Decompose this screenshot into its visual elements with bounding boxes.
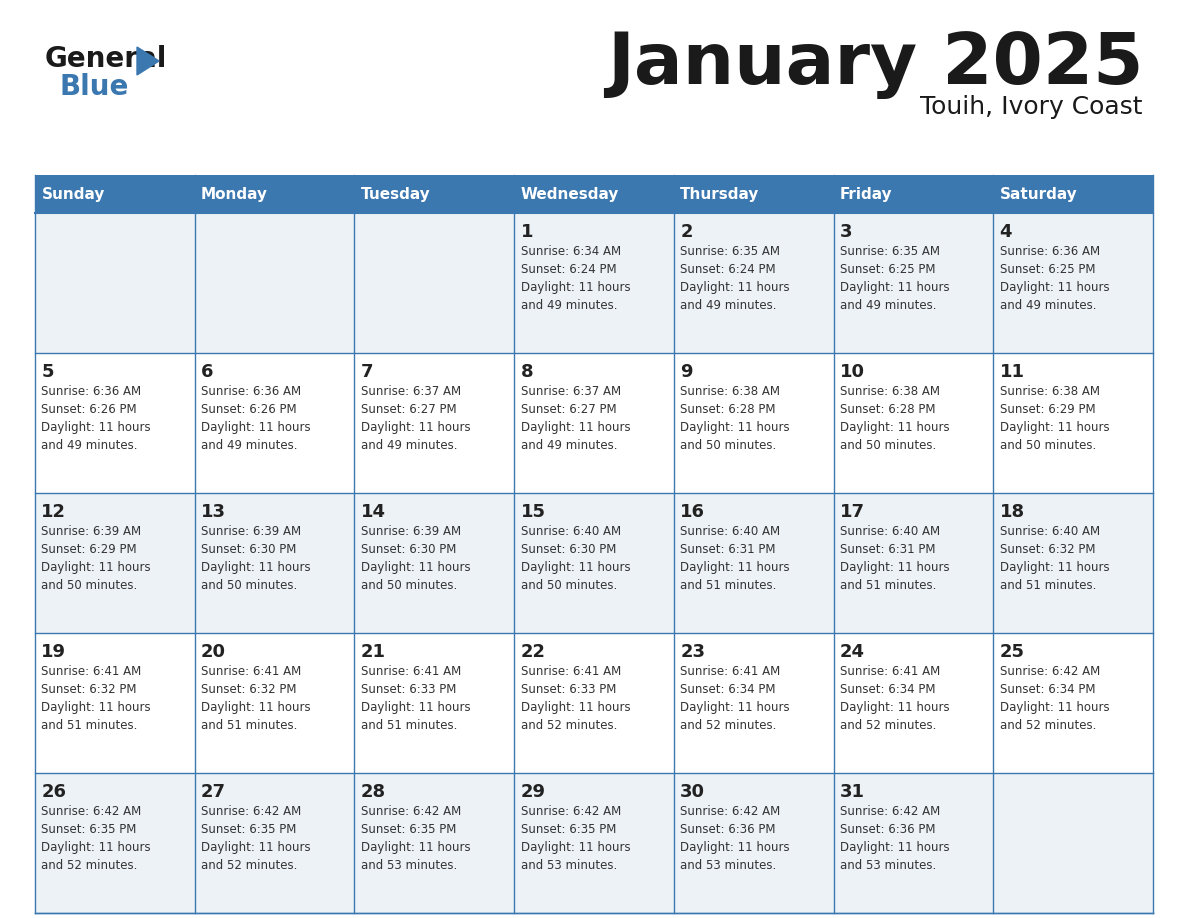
- Text: Sunrise: 6:41 AM
Sunset: 6:34 PM
Daylight: 11 hours
and 52 minutes.: Sunrise: 6:41 AM Sunset: 6:34 PM Dayligh…: [681, 665, 790, 732]
- Text: Sunrise: 6:38 AM
Sunset: 6:28 PM
Daylight: 11 hours
and 50 minutes.: Sunrise: 6:38 AM Sunset: 6:28 PM Dayligh…: [681, 385, 790, 452]
- Text: Sunrise: 6:41 AM
Sunset: 6:32 PM
Daylight: 11 hours
and 51 minutes.: Sunrise: 6:41 AM Sunset: 6:32 PM Dayligh…: [42, 665, 151, 732]
- Text: Sunrise: 6:42 AM
Sunset: 6:34 PM
Daylight: 11 hours
and 52 minutes.: Sunrise: 6:42 AM Sunset: 6:34 PM Dayligh…: [999, 665, 1110, 732]
- Text: 12: 12: [42, 503, 67, 521]
- Text: January 2025: January 2025: [607, 30, 1143, 99]
- Bar: [34, 493, 1154, 633]
- Text: Sunrise: 6:42 AM
Sunset: 6:35 PM
Daylight: 11 hours
and 52 minutes.: Sunrise: 6:42 AM Sunset: 6:35 PM Dayligh…: [42, 805, 151, 872]
- Text: 11: 11: [999, 363, 1025, 381]
- Text: Sunrise: 6:39 AM
Sunset: 6:29 PM
Daylight: 11 hours
and 50 minutes.: Sunrise: 6:39 AM Sunset: 6:29 PM Dayligh…: [42, 525, 151, 592]
- Text: Sunrise: 6:36 AM
Sunset: 6:26 PM
Daylight: 11 hours
and 49 minutes.: Sunrise: 6:36 AM Sunset: 6:26 PM Dayligh…: [42, 385, 151, 452]
- Text: 19: 19: [42, 643, 67, 661]
- Text: Sunrise: 6:41 AM
Sunset: 6:33 PM
Daylight: 11 hours
and 52 minutes.: Sunrise: 6:41 AM Sunset: 6:33 PM Dayligh…: [520, 665, 630, 732]
- Text: Sunrise: 6:40 AM
Sunset: 6:31 PM
Daylight: 11 hours
and 51 minutes.: Sunrise: 6:40 AM Sunset: 6:31 PM Dayligh…: [840, 525, 949, 592]
- Text: Monday: Monday: [201, 186, 268, 201]
- Text: 27: 27: [201, 783, 226, 801]
- Text: Blue: Blue: [61, 73, 129, 101]
- Text: 18: 18: [999, 503, 1025, 521]
- Polygon shape: [137, 47, 159, 75]
- Text: Sunrise: 6:37 AM
Sunset: 6:27 PM
Daylight: 11 hours
and 49 minutes.: Sunrise: 6:37 AM Sunset: 6:27 PM Dayligh…: [520, 385, 630, 452]
- Text: General: General: [45, 45, 168, 73]
- Text: Sunrise: 6:34 AM
Sunset: 6:24 PM
Daylight: 11 hours
and 49 minutes.: Sunrise: 6:34 AM Sunset: 6:24 PM Dayligh…: [520, 245, 630, 312]
- Text: 17: 17: [840, 503, 865, 521]
- Text: 4: 4: [999, 223, 1012, 241]
- Text: Sunrise: 6:40 AM
Sunset: 6:32 PM
Daylight: 11 hours
and 51 minutes.: Sunrise: 6:40 AM Sunset: 6:32 PM Dayligh…: [999, 525, 1110, 592]
- Text: 8: 8: [520, 363, 533, 381]
- Text: 20: 20: [201, 643, 226, 661]
- Text: 16: 16: [681, 503, 706, 521]
- Text: 6: 6: [201, 363, 214, 381]
- Text: 7: 7: [361, 363, 373, 381]
- Text: Sunrise: 6:40 AM
Sunset: 6:30 PM
Daylight: 11 hours
and 50 minutes.: Sunrise: 6:40 AM Sunset: 6:30 PM Dayligh…: [520, 525, 630, 592]
- Bar: [34, 175, 1154, 213]
- Text: Sunrise: 6:41 AM
Sunset: 6:33 PM
Daylight: 11 hours
and 51 minutes.: Sunrise: 6:41 AM Sunset: 6:33 PM Dayligh…: [361, 665, 470, 732]
- Text: 14: 14: [361, 503, 386, 521]
- Text: Sunrise: 6:35 AM
Sunset: 6:25 PM
Daylight: 11 hours
and 49 minutes.: Sunrise: 6:35 AM Sunset: 6:25 PM Dayligh…: [840, 245, 949, 312]
- Text: 1: 1: [520, 223, 533, 241]
- Text: Sunrise: 6:40 AM
Sunset: 6:31 PM
Daylight: 11 hours
and 51 minutes.: Sunrise: 6:40 AM Sunset: 6:31 PM Dayligh…: [681, 525, 790, 592]
- Bar: [34, 633, 1154, 773]
- Text: 5: 5: [42, 363, 53, 381]
- Bar: [34, 353, 1154, 493]
- Bar: [34, 213, 1154, 353]
- Text: Sunrise: 6:37 AM
Sunset: 6:27 PM
Daylight: 11 hours
and 49 minutes.: Sunrise: 6:37 AM Sunset: 6:27 PM Dayligh…: [361, 385, 470, 452]
- Text: Sunrise: 6:41 AM
Sunset: 6:34 PM
Daylight: 11 hours
and 52 minutes.: Sunrise: 6:41 AM Sunset: 6:34 PM Dayligh…: [840, 665, 949, 732]
- Bar: [34, 773, 1154, 913]
- Text: 9: 9: [681, 363, 693, 381]
- Text: Touih, Ivory Coast: Touih, Ivory Coast: [921, 95, 1143, 119]
- Text: Tuesday: Tuesday: [361, 186, 430, 201]
- Text: Sunrise: 6:42 AM
Sunset: 6:35 PM
Daylight: 11 hours
and 53 minutes.: Sunrise: 6:42 AM Sunset: 6:35 PM Dayligh…: [520, 805, 630, 872]
- Text: 2: 2: [681, 223, 693, 241]
- Text: Sunrise: 6:38 AM
Sunset: 6:29 PM
Daylight: 11 hours
and 50 minutes.: Sunrise: 6:38 AM Sunset: 6:29 PM Dayligh…: [999, 385, 1110, 452]
- Text: 29: 29: [520, 783, 545, 801]
- Text: Sunday: Sunday: [42, 186, 105, 201]
- Text: Sunrise: 6:39 AM
Sunset: 6:30 PM
Daylight: 11 hours
and 50 minutes.: Sunrise: 6:39 AM Sunset: 6:30 PM Dayligh…: [201, 525, 311, 592]
- Text: Sunrise: 6:42 AM
Sunset: 6:36 PM
Daylight: 11 hours
and 53 minutes.: Sunrise: 6:42 AM Sunset: 6:36 PM Dayligh…: [681, 805, 790, 872]
- Text: 30: 30: [681, 783, 706, 801]
- Text: 15: 15: [520, 503, 545, 521]
- Text: Thursday: Thursday: [681, 186, 759, 201]
- Text: Sunrise: 6:38 AM
Sunset: 6:28 PM
Daylight: 11 hours
and 50 minutes.: Sunrise: 6:38 AM Sunset: 6:28 PM Dayligh…: [840, 385, 949, 452]
- Text: 31: 31: [840, 783, 865, 801]
- Text: Sunrise: 6:39 AM
Sunset: 6:30 PM
Daylight: 11 hours
and 50 minutes.: Sunrise: 6:39 AM Sunset: 6:30 PM Dayligh…: [361, 525, 470, 592]
- Text: Sunrise: 6:42 AM
Sunset: 6:35 PM
Daylight: 11 hours
and 52 minutes.: Sunrise: 6:42 AM Sunset: 6:35 PM Dayligh…: [201, 805, 311, 872]
- Text: 10: 10: [840, 363, 865, 381]
- Text: 26: 26: [42, 783, 67, 801]
- Text: Sunrise: 6:36 AM
Sunset: 6:26 PM
Daylight: 11 hours
and 49 minutes.: Sunrise: 6:36 AM Sunset: 6:26 PM Dayligh…: [201, 385, 311, 452]
- Text: 22: 22: [520, 643, 545, 661]
- Text: 3: 3: [840, 223, 853, 241]
- Text: Saturday: Saturday: [999, 186, 1078, 201]
- Text: Sunrise: 6:42 AM
Sunset: 6:36 PM
Daylight: 11 hours
and 53 minutes.: Sunrise: 6:42 AM Sunset: 6:36 PM Dayligh…: [840, 805, 949, 872]
- Text: Sunrise: 6:36 AM
Sunset: 6:25 PM
Daylight: 11 hours
and 49 minutes.: Sunrise: 6:36 AM Sunset: 6:25 PM Dayligh…: [999, 245, 1110, 312]
- Text: 13: 13: [201, 503, 226, 521]
- Text: 23: 23: [681, 643, 706, 661]
- Text: Sunrise: 6:42 AM
Sunset: 6:35 PM
Daylight: 11 hours
and 53 minutes.: Sunrise: 6:42 AM Sunset: 6:35 PM Dayligh…: [361, 805, 470, 872]
- Text: 25: 25: [999, 643, 1025, 661]
- Text: 24: 24: [840, 643, 865, 661]
- Text: Sunrise: 6:41 AM
Sunset: 6:32 PM
Daylight: 11 hours
and 51 minutes.: Sunrise: 6:41 AM Sunset: 6:32 PM Dayligh…: [201, 665, 311, 732]
- Text: Friday: Friday: [840, 186, 892, 201]
- Text: Wednesday: Wednesday: [520, 186, 619, 201]
- Text: Sunrise: 6:35 AM
Sunset: 6:24 PM
Daylight: 11 hours
and 49 minutes.: Sunrise: 6:35 AM Sunset: 6:24 PM Dayligh…: [681, 245, 790, 312]
- Text: 28: 28: [361, 783, 386, 801]
- Text: 21: 21: [361, 643, 386, 661]
